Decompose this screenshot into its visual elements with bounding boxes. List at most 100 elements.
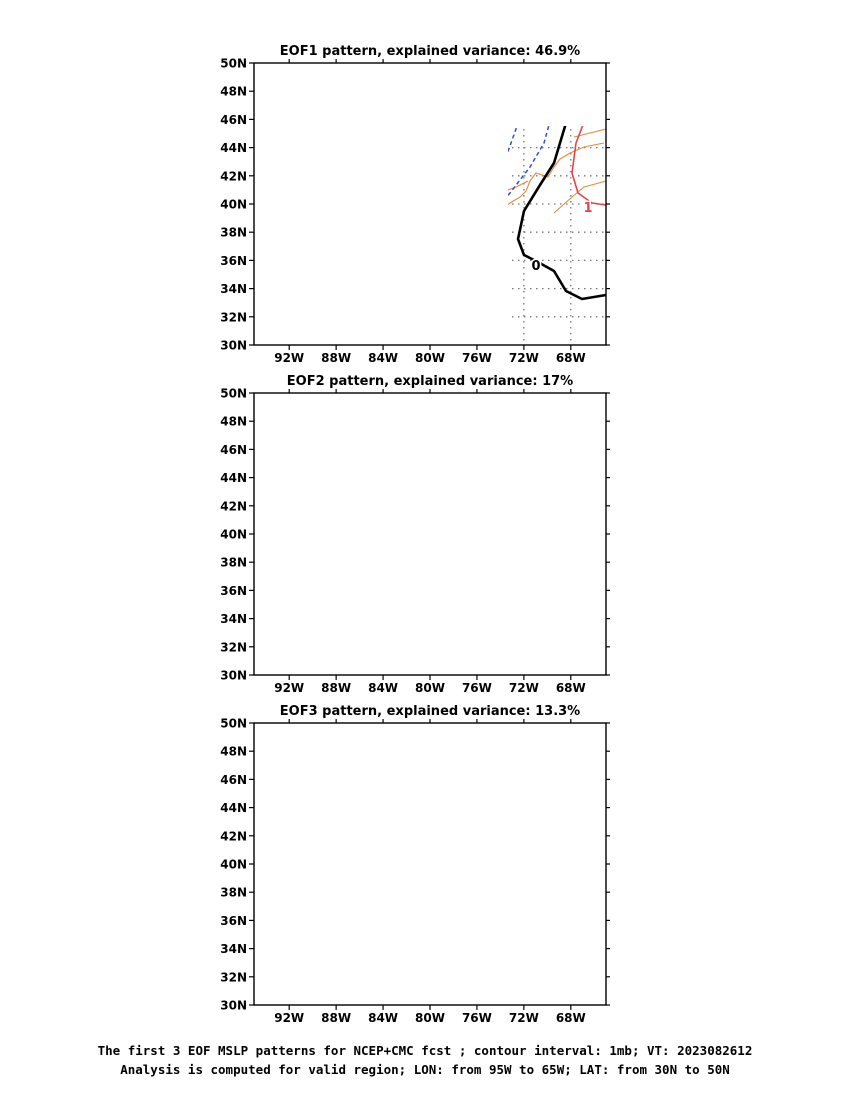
positive-contour	[518, 393, 606, 473]
lat-label: 34N	[220, 942, 247, 956]
coastlines	[290, 397, 606, 675]
coastline	[538, 755, 606, 777]
coastline	[586, 67, 606, 75]
lat-label: 36N	[220, 584, 247, 598]
lat-label: 46N	[220, 113, 247, 127]
lat-label: 38N	[220, 886, 247, 900]
contour-label: -2	[589, 817, 603, 832]
lat-label: 30N	[220, 339, 247, 353]
caption-line-2: Analysis is computed for valid region; L…	[120, 1062, 730, 1077]
coastline	[424, 477, 476, 489]
negative-contour	[254, 69, 274, 91]
negative-contour	[486, 913, 606, 947]
coastline	[538, 425, 606, 447]
coastline	[586, 727, 606, 735]
negative-contour	[508, 126, 550, 197]
coastline	[416, 885, 480, 1005]
map-frame	[253, 722, 607, 1006]
coastline	[338, 443, 362, 507]
grid-lines	[254, 723, 606, 1005]
lat-label: 40N	[220, 528, 247, 542]
lon-label: 88W	[321, 351, 351, 365]
lon-label: 84W	[368, 681, 398, 695]
lon-label: 72W	[509, 351, 539, 365]
positive-contour	[462, 723, 606, 779]
lat-label: 30N	[220, 669, 247, 683]
coastline	[586, 397, 606, 405]
negative-contour	[362, 97, 452, 167]
coastline	[358, 663, 362, 675]
contour-label: 0	[531, 259, 540, 274]
contour-label: 0	[493, 833, 502, 848]
coastline	[476, 803, 604, 899]
zero-contour	[516, 126, 607, 301]
coastline	[476, 91, 604, 149]
contour-label: -1	[261, 73, 275, 88]
lon-label: 84W	[368, 1011, 398, 1025]
coastline	[476, 421, 604, 479]
coastline	[382, 429, 404, 439]
coastline	[358, 993, 362, 1005]
contour-label: 1	[483, 775, 492, 790]
lat-label: 44N	[220, 801, 247, 815]
coastline	[416, 225, 480, 345]
lon-label: 92W	[274, 1011, 304, 1025]
negative-contour	[254, 393, 384, 477]
lat-label: 32N	[220, 640, 247, 654]
contour-label: 0	[373, 529, 382, 544]
contour-label: 2	[571, 465, 580, 480]
lat-label: 44N	[220, 141, 247, 155]
positive-contour	[571, 126, 607, 206]
positive-contour	[480, 393, 606, 535]
coastline	[500, 511, 528, 523]
lon-label: 80W	[415, 351, 445, 365]
coastline	[382, 99, 404, 109]
lat-label: 36N	[220, 914, 247, 928]
lon-label: 92W	[274, 681, 304, 695]
coastline	[554, 841, 606, 873]
lon-label: 80W	[415, 681, 445, 695]
lon-label: 92W	[274, 351, 304, 365]
lat-label: 32N	[220, 970, 247, 984]
zero-contour	[254, 393, 434, 577]
negative-contour	[486, 797, 606, 945]
coastline	[574, 789, 606, 797]
lon-label: 72W	[509, 681, 539, 695]
lon-label: 88W	[321, 681, 351, 695]
map-frame	[253, 62, 607, 346]
lon-label: 76W	[462, 681, 492, 695]
panel-title: EOF2 pattern, explained variance: 17%	[287, 374, 573, 389]
coastline	[290, 750, 370, 771]
lat-label: 46N	[220, 773, 247, 787]
caption-line-1: The first 3 EOF MSLP patterns for NCEP+C…	[97, 1043, 753, 1058]
positive-contour	[598, 659, 606, 671]
lat-label: 42N	[220, 499, 247, 513]
coastline	[392, 817, 434, 831]
zero-contour	[354, 723, 606, 875]
lat-label: 46N	[220, 443, 247, 457]
coastline	[338, 773, 362, 837]
lat-label: 34N	[220, 282, 247, 296]
coastline	[324, 335, 406, 345]
lon-label: 88W	[321, 1011, 351, 1025]
coastline	[324, 995, 406, 1005]
coastline	[500, 841, 528, 853]
coastline	[508, 180, 529, 191]
coastline	[476, 473, 604, 569]
lon-label: 68W	[556, 1011, 586, 1025]
contour-label: -1	[257, 849, 271, 864]
lat-label: 30N	[220, 999, 247, 1013]
contour-label: 1	[583, 201, 592, 216]
map-frame	[253, 392, 607, 676]
lat-label: 32N	[220, 310, 247, 324]
contour-label: -1	[297, 475, 311, 490]
grid-lines	[254, 393, 606, 675]
map-panel-1: EOF1 pattern, explained variance: 46.9%-…	[220, 44, 610, 365]
coastline	[290, 90, 370, 111]
lat-label: 36N	[220, 254, 247, 268]
coastline	[290, 420, 370, 441]
lat-label: 44N	[220, 471, 247, 485]
coastline	[358, 449, 394, 527]
panel-title: EOF1 pattern, explained variance: 46.9%	[280, 44, 580, 59]
lat-label: 34N	[220, 612, 247, 626]
